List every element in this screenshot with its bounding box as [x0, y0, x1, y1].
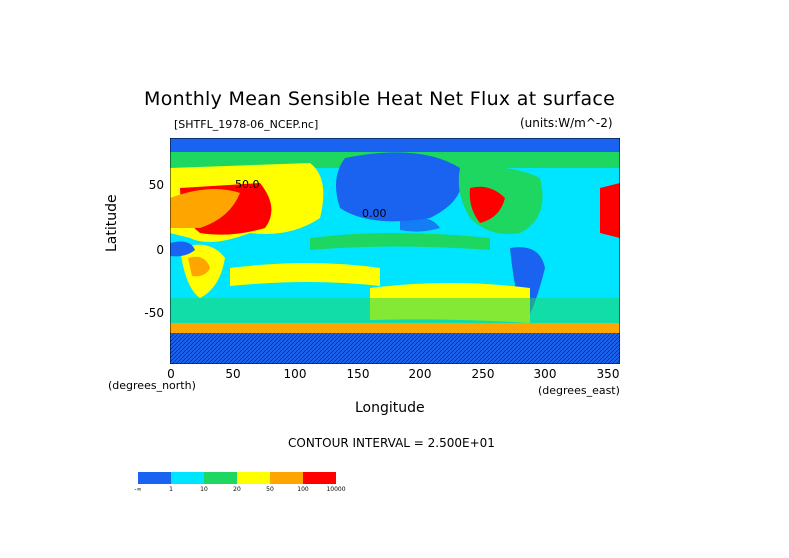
- colorbar-swatch-5: [270, 472, 303, 484]
- ice-edge-warm: [170, 323, 620, 333]
- south-america: [510, 247, 545, 323]
- contour-label-50: 50.0: [235, 178, 260, 191]
- colorbar-tick-6: 10000: [326, 486, 346, 493]
- colorbar-swatch-6: [303, 472, 336, 484]
- colorbar-swatch-2: [171, 472, 204, 484]
- colorbar-tick-5: 100: [297, 486, 309, 493]
- x-unit-note-right: (degrees_east): [538, 384, 620, 397]
- colorbar-tick-0: -∞: [134, 486, 142, 493]
- colorbar-tick-3: 20: [233, 486, 241, 493]
- colorbar-tick-1: 1: [169, 486, 173, 493]
- north-america-hot: [469, 186, 505, 223]
- y-tick-50: 50: [148, 178, 164, 192]
- colorbar-swatch-1: [138, 472, 171, 484]
- southern-ocean-green: [170, 298, 620, 323]
- north-pacific-pool: [336, 152, 462, 222]
- contour-interval: CONTOUR INTERVAL = 2.500E+01: [288, 436, 495, 450]
- x-axis-label: Longitude: [355, 400, 425, 416]
- southern-indian-band: [230, 263, 380, 286]
- units-label: (units:W/m^-2): [520, 116, 613, 130]
- africa-south-warm: [188, 256, 210, 277]
- chart-title: Monthly Mean Sensible Heat Net Flux at s…: [144, 88, 616, 110]
- x-tick-350: 350: [596, 367, 620, 381]
- contour-label-0: 0.00: [362, 207, 387, 220]
- colorbar-tick-2: 10: [200, 486, 208, 493]
- y-tick-minus50: -50: [144, 306, 164, 320]
- y-tick-0: 0: [156, 243, 164, 257]
- x-tick-0: 0: [167, 367, 175, 381]
- x-tick-150: 150: [346, 367, 370, 381]
- flux-map: 0.00 50.0: [170, 138, 620, 364]
- colorbar-tick-4: 50: [266, 486, 274, 493]
- eurasia-warm: [170, 189, 240, 228]
- colorbar-swatch-3: [204, 472, 237, 484]
- file-label: [SHTFL_1978-06_NCEP.nc]: [174, 118, 319, 131]
- tropical-band: [310, 233, 490, 250]
- blue-patch-1: [170, 241, 195, 257]
- x-tick-250: 250: [471, 367, 495, 381]
- x-tick-200: 200: [408, 367, 432, 381]
- x-tick-100: 100: [283, 367, 307, 381]
- africa-east-edge: [600, 183, 620, 238]
- x-tick-300: 300: [533, 367, 557, 381]
- colorbar: [138, 472, 336, 484]
- blue-patch-2: [400, 216, 440, 232]
- x-tick-50: 50: [225, 367, 241, 381]
- antarctic-contours: [170, 333, 620, 364]
- colorbar-swatch-4: [237, 472, 270, 484]
- x-unit-note-left: (degrees_north): [108, 379, 196, 392]
- arctic-cold: [170, 138, 620, 152]
- y-axis-label: Latitude: [104, 194, 120, 252]
